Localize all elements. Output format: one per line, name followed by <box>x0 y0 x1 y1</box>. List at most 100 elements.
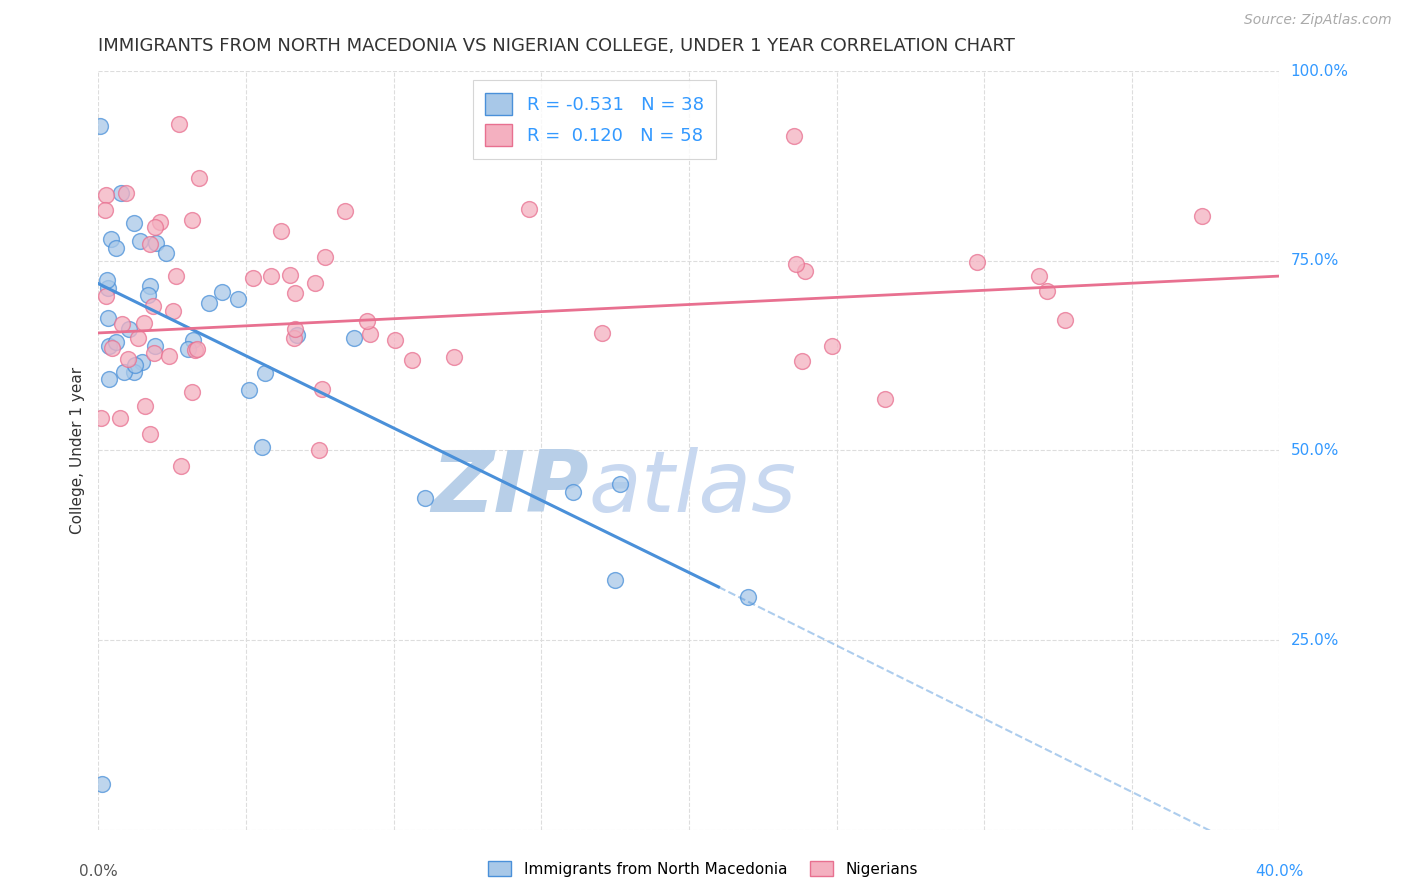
Point <box>284 286 307 301</box>
Point <box>162 304 184 318</box>
Point <box>90 777 112 791</box>
Text: 0.0%: 0.0% <box>79 864 118 880</box>
Point <box>96 273 118 287</box>
Point <box>149 215 172 229</box>
Point <box>517 202 540 216</box>
Point <box>100 232 122 246</box>
Point <box>356 314 378 328</box>
Point <box>242 271 264 285</box>
Point <box>136 287 159 301</box>
Point <box>134 399 156 413</box>
Point <box>167 117 190 131</box>
Point <box>141 299 163 313</box>
Point <box>873 392 896 406</box>
Point <box>254 366 277 380</box>
Text: 75.0%: 75.0% <box>1291 253 1339 268</box>
Point <box>821 339 844 353</box>
Point <box>280 268 302 282</box>
Point <box>101 341 124 355</box>
Point <box>603 573 626 587</box>
Point <box>97 311 120 326</box>
Point <box>96 187 118 202</box>
Point <box>188 170 211 185</box>
Point <box>139 237 162 252</box>
Point <box>170 459 193 474</box>
Point <box>283 330 305 344</box>
Legend: Immigrants from North Macedonia, Nigerians: Immigrants from North Macedonia, Nigeria… <box>481 853 925 884</box>
Point <box>783 129 806 144</box>
Point <box>122 216 145 230</box>
Point <box>1036 284 1059 298</box>
Point <box>308 443 330 458</box>
Point <box>260 269 283 284</box>
Point <box>115 186 138 200</box>
Point <box>284 322 307 336</box>
Point <box>359 326 381 341</box>
Point <box>181 385 204 400</box>
Point <box>143 339 166 353</box>
Text: ZIP: ZIP <box>430 447 589 530</box>
Point <box>343 331 366 345</box>
Point <box>145 235 167 250</box>
Point <box>98 339 121 353</box>
Point <box>112 365 135 379</box>
Point <box>443 350 465 364</box>
Point <box>790 354 813 368</box>
Text: 25.0%: 25.0% <box>1291 632 1339 648</box>
Point <box>131 355 153 369</box>
Point <box>176 343 198 357</box>
Point <box>304 276 326 290</box>
Point <box>198 296 221 310</box>
Point <box>785 257 807 271</box>
Point <box>285 327 308 342</box>
Point <box>143 219 166 234</box>
Point <box>90 410 112 425</box>
Point <box>186 342 208 356</box>
Point <box>155 246 177 260</box>
Point <box>413 491 436 505</box>
Text: 50.0%: 50.0% <box>1291 443 1339 458</box>
Point <box>98 372 121 386</box>
Point <box>138 278 160 293</box>
Point <box>591 326 613 340</box>
Point <box>226 292 249 306</box>
Point <box>132 317 155 331</box>
Point <box>111 317 134 331</box>
Point <box>794 264 817 278</box>
Point <box>252 440 274 454</box>
Point <box>737 590 759 604</box>
Point <box>89 120 111 134</box>
Text: atlas: atlas <box>589 447 797 530</box>
Point <box>335 203 357 218</box>
Point <box>94 203 117 218</box>
Point <box>1054 312 1077 326</box>
Text: 40.0%: 40.0% <box>1256 864 1303 880</box>
Point <box>609 476 631 491</box>
Point <box>384 333 406 347</box>
Point <box>966 255 988 269</box>
Point <box>104 334 127 349</box>
Text: Source: ZipAtlas.com: Source: ZipAtlas.com <box>1244 13 1392 28</box>
Point <box>211 285 233 299</box>
Point <box>311 382 333 396</box>
Point <box>124 358 146 372</box>
Point <box>117 352 139 367</box>
Point <box>1191 210 1213 224</box>
Point <box>122 366 145 380</box>
Point <box>129 235 152 249</box>
Y-axis label: College, Under 1 year: College, Under 1 year <box>69 367 84 534</box>
Point <box>401 353 423 368</box>
Legend: R = -0.531   N = 38, R =  0.120   N = 58: R = -0.531 N = 38, R = 0.120 N = 58 <box>472 80 717 159</box>
Point <box>105 241 128 255</box>
Point <box>181 333 204 347</box>
Point <box>562 485 585 500</box>
Point <box>118 322 141 336</box>
Point <box>157 349 180 363</box>
Point <box>139 426 162 441</box>
Point <box>238 384 260 398</box>
Text: 100.0%: 100.0% <box>1291 64 1348 78</box>
Point <box>183 343 205 357</box>
Point <box>110 186 132 200</box>
Point <box>181 213 204 227</box>
Point <box>1028 268 1050 283</box>
